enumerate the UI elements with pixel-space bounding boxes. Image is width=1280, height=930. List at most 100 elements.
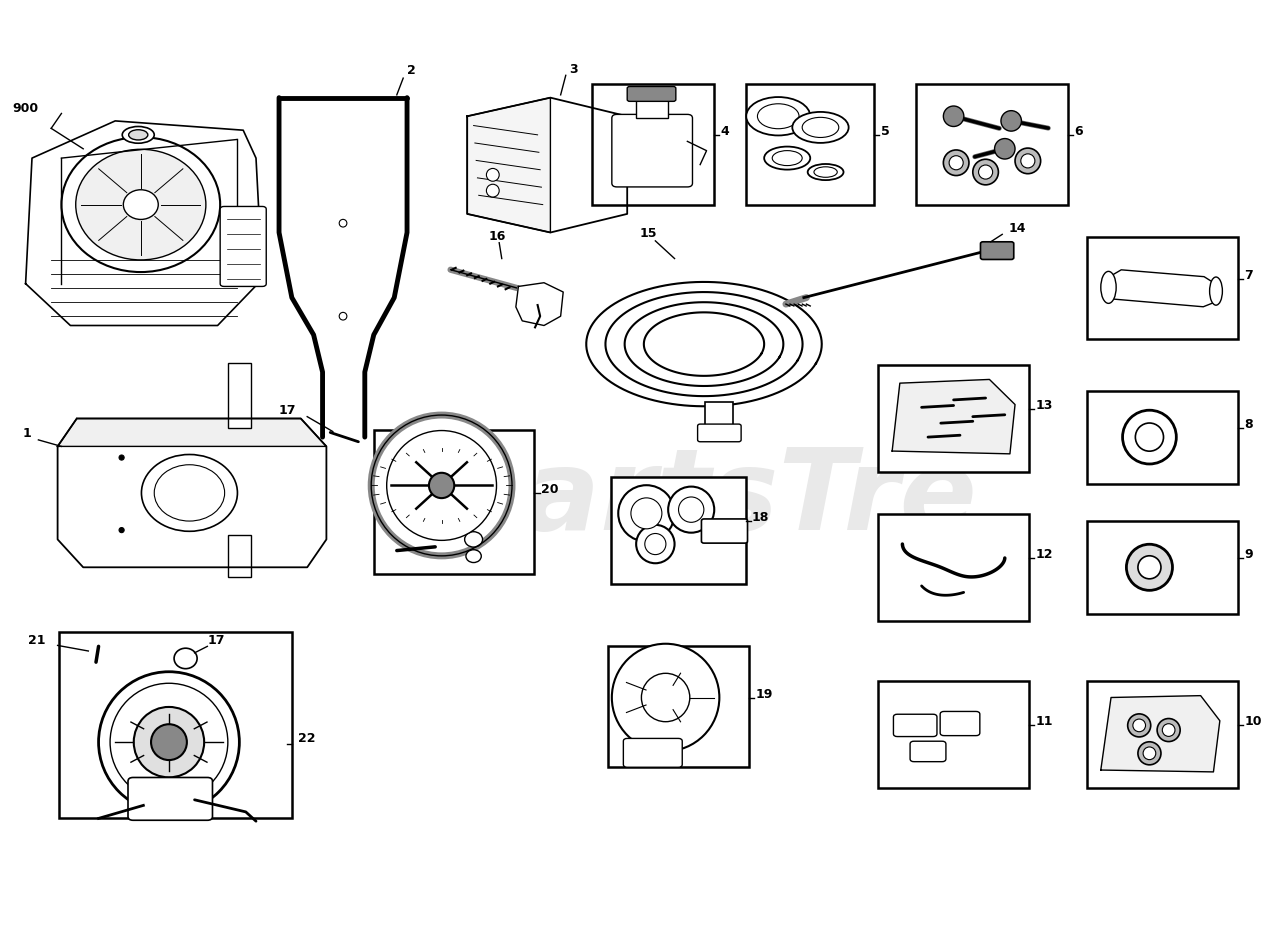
Ellipse shape bbox=[1143, 747, 1156, 760]
Text: 12: 12 bbox=[1036, 548, 1053, 561]
Ellipse shape bbox=[746, 97, 810, 136]
Bar bbox=[1087, 391, 1238, 484]
Ellipse shape bbox=[133, 707, 205, 777]
Ellipse shape bbox=[995, 139, 1015, 159]
FancyBboxPatch shape bbox=[128, 777, 212, 820]
Ellipse shape bbox=[1138, 556, 1161, 578]
Ellipse shape bbox=[429, 472, 454, 498]
Ellipse shape bbox=[1001, 111, 1021, 131]
Text: 900: 900 bbox=[13, 101, 38, 114]
Text: PartsTre: PartsTre bbox=[448, 443, 978, 554]
Polygon shape bbox=[467, 98, 627, 232]
Ellipse shape bbox=[110, 684, 228, 801]
Text: 3: 3 bbox=[570, 62, 579, 75]
Ellipse shape bbox=[973, 159, 998, 185]
Ellipse shape bbox=[174, 648, 197, 669]
Ellipse shape bbox=[486, 184, 499, 197]
Ellipse shape bbox=[678, 497, 704, 523]
Text: 2: 2 bbox=[407, 64, 416, 77]
Ellipse shape bbox=[141, 455, 238, 531]
Polygon shape bbox=[1103, 270, 1217, 307]
Ellipse shape bbox=[1138, 742, 1161, 764]
Text: 8: 8 bbox=[1244, 418, 1253, 431]
Text: 20: 20 bbox=[540, 483, 558, 496]
Text: 19: 19 bbox=[755, 687, 773, 700]
Polygon shape bbox=[58, 418, 326, 446]
FancyBboxPatch shape bbox=[893, 714, 937, 737]
Ellipse shape bbox=[465, 532, 483, 547]
Bar bbox=[228, 363, 251, 428]
Bar bbox=[916, 84, 1068, 205]
Ellipse shape bbox=[1210, 277, 1222, 305]
FancyBboxPatch shape bbox=[612, 114, 692, 187]
Ellipse shape bbox=[814, 166, 837, 178]
Bar bbox=[608, 646, 749, 767]
Polygon shape bbox=[516, 283, 563, 325]
Text: 21: 21 bbox=[28, 633, 46, 646]
Ellipse shape bbox=[1101, 272, 1116, 303]
Ellipse shape bbox=[636, 525, 675, 564]
Polygon shape bbox=[58, 418, 326, 567]
Text: 7: 7 bbox=[1244, 269, 1253, 282]
Ellipse shape bbox=[1162, 724, 1175, 737]
Bar bbox=[746, 84, 874, 205]
Text: 5: 5 bbox=[881, 125, 890, 138]
Ellipse shape bbox=[668, 486, 714, 533]
Bar bbox=[59, 632, 292, 818]
Ellipse shape bbox=[387, 431, 497, 540]
FancyBboxPatch shape bbox=[941, 711, 980, 736]
Text: 17: 17 bbox=[207, 633, 225, 646]
FancyBboxPatch shape bbox=[910, 741, 946, 762]
Text: 6: 6 bbox=[1074, 125, 1083, 138]
Text: 14: 14 bbox=[1009, 222, 1027, 235]
Text: 10: 10 bbox=[1244, 715, 1262, 728]
Bar bbox=[591, 84, 714, 205]
Ellipse shape bbox=[631, 498, 662, 529]
FancyBboxPatch shape bbox=[701, 519, 748, 543]
Text: 9: 9 bbox=[1244, 548, 1253, 561]
Ellipse shape bbox=[119, 455, 124, 460]
Ellipse shape bbox=[950, 155, 963, 170]
Ellipse shape bbox=[1126, 544, 1172, 591]
Bar bbox=[878, 365, 1029, 472]
Ellipse shape bbox=[943, 150, 969, 176]
Ellipse shape bbox=[764, 147, 810, 169]
Text: 17: 17 bbox=[279, 404, 297, 417]
Bar bbox=[1087, 521, 1238, 614]
Ellipse shape bbox=[641, 673, 690, 722]
FancyBboxPatch shape bbox=[698, 424, 741, 442]
Polygon shape bbox=[1101, 696, 1220, 772]
Bar bbox=[878, 513, 1029, 621]
Ellipse shape bbox=[129, 129, 148, 140]
Ellipse shape bbox=[486, 168, 499, 181]
Ellipse shape bbox=[151, 724, 187, 760]
Ellipse shape bbox=[618, 485, 675, 541]
Ellipse shape bbox=[943, 106, 964, 126]
Text: 22: 22 bbox=[298, 732, 316, 745]
Ellipse shape bbox=[1157, 719, 1180, 741]
Polygon shape bbox=[892, 379, 1015, 454]
FancyBboxPatch shape bbox=[220, 206, 266, 286]
Ellipse shape bbox=[772, 151, 803, 166]
Bar bbox=[878, 681, 1029, 789]
Ellipse shape bbox=[61, 137, 220, 272]
FancyBboxPatch shape bbox=[627, 86, 676, 101]
Text: 1: 1 bbox=[23, 427, 32, 440]
Ellipse shape bbox=[792, 112, 849, 143]
Ellipse shape bbox=[76, 150, 206, 259]
Ellipse shape bbox=[155, 465, 225, 521]
Ellipse shape bbox=[1128, 714, 1151, 737]
Text: 15: 15 bbox=[640, 227, 658, 240]
Ellipse shape bbox=[1015, 148, 1041, 174]
Ellipse shape bbox=[758, 104, 799, 128]
Ellipse shape bbox=[803, 117, 838, 138]
Bar bbox=[636, 98, 668, 118]
Ellipse shape bbox=[99, 671, 239, 813]
Ellipse shape bbox=[339, 312, 347, 320]
Bar bbox=[374, 431, 535, 575]
Text: 18: 18 bbox=[753, 511, 769, 524]
Text: 16: 16 bbox=[489, 230, 507, 243]
Ellipse shape bbox=[1021, 153, 1036, 168]
Ellipse shape bbox=[1123, 410, 1176, 464]
Ellipse shape bbox=[612, 644, 719, 751]
